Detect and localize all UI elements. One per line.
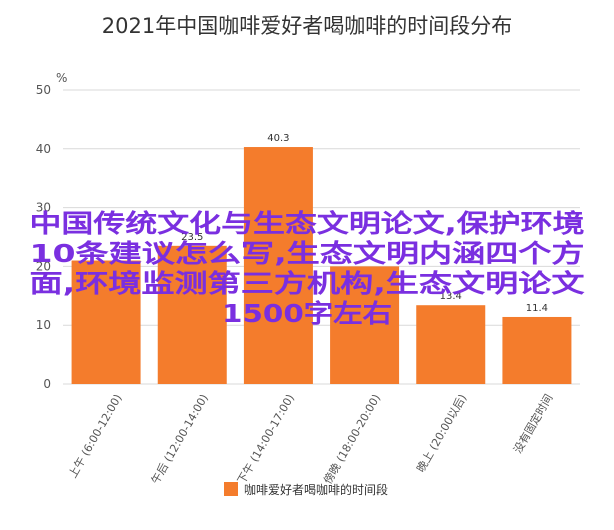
- x-tick-label: 上午 (6:00-12:00): [66, 392, 124, 480]
- x-tick-label: 午后 (12:00-14:00): [149, 392, 211, 486]
- legend-swatch: [224, 482, 238, 496]
- x-tick-label: 晚上 (20:00以后): [414, 392, 469, 475]
- bar: [71, 260, 141, 384]
- y-tick-label: 40: [36, 142, 51, 156]
- y-axis-ticks: 0 10 20 30 40 50: [36, 83, 51, 391]
- data-label: 40.3: [267, 133, 289, 144]
- bar: [330, 266, 400, 384]
- y-axis-unit: %: [56, 71, 67, 85]
- bar: [157, 245, 227, 384]
- legend-label: 咖啡爱好者喝咖啡的时间段: [244, 482, 388, 497]
- bar: [502, 316, 572, 384]
- y-tick-label: 10: [36, 318, 51, 332]
- y-tick-label: 20: [36, 259, 51, 273]
- bars: [71, 147, 572, 384]
- legend: 咖啡爱好者喝咖啡的时间段: [224, 482, 388, 497]
- overlay-line: 中国传统文化与生态文明论文,保护环境: [30, 209, 585, 238]
- x-tick-label: 下午 (14:00-17:00): [235, 392, 297, 486]
- data-label: 13.4: [440, 291, 462, 302]
- overlay-line: 10条建议怎么写,生态文明内涵四个方: [30, 239, 585, 268]
- bar: [416, 305, 486, 384]
- data-labels: 23.5 40.3 13.4 11.4: [181, 133, 548, 314]
- chart-title: 2021年中国咖啡爱好者喝咖啡的时间段分布: [102, 14, 512, 38]
- y-tick-label: 30: [36, 201, 51, 215]
- y-tick-label: 0: [43, 377, 51, 391]
- overlay-text-block: 中国传统文化与生态文明论文,保护环境10条建议怎么写,生态文明内涵四个方面,环境…: [30, 209, 586, 328]
- x-tick-label: 没有固定时间: [510, 392, 555, 456]
- x-axis-ticks: 上午 (6:00-12:00) 午后 (12:00-14:00) 下午 (14:00…: [66, 392, 555, 487]
- gridlines: [63, 89, 580, 385]
- y-tick-label: 50: [36, 83, 51, 97]
- data-label: 23.5: [181, 232, 203, 243]
- bar: [243, 147, 313, 384]
- data-label: 11.4: [526, 303, 548, 314]
- overlay-line: 1500字左右: [222, 299, 392, 328]
- x-tick-label: 傍晚 (18:00-20:00): [320, 392, 383, 487]
- overlay-line: 面,环境监测第三方机构,生态文明论文: [30, 269, 586, 298]
